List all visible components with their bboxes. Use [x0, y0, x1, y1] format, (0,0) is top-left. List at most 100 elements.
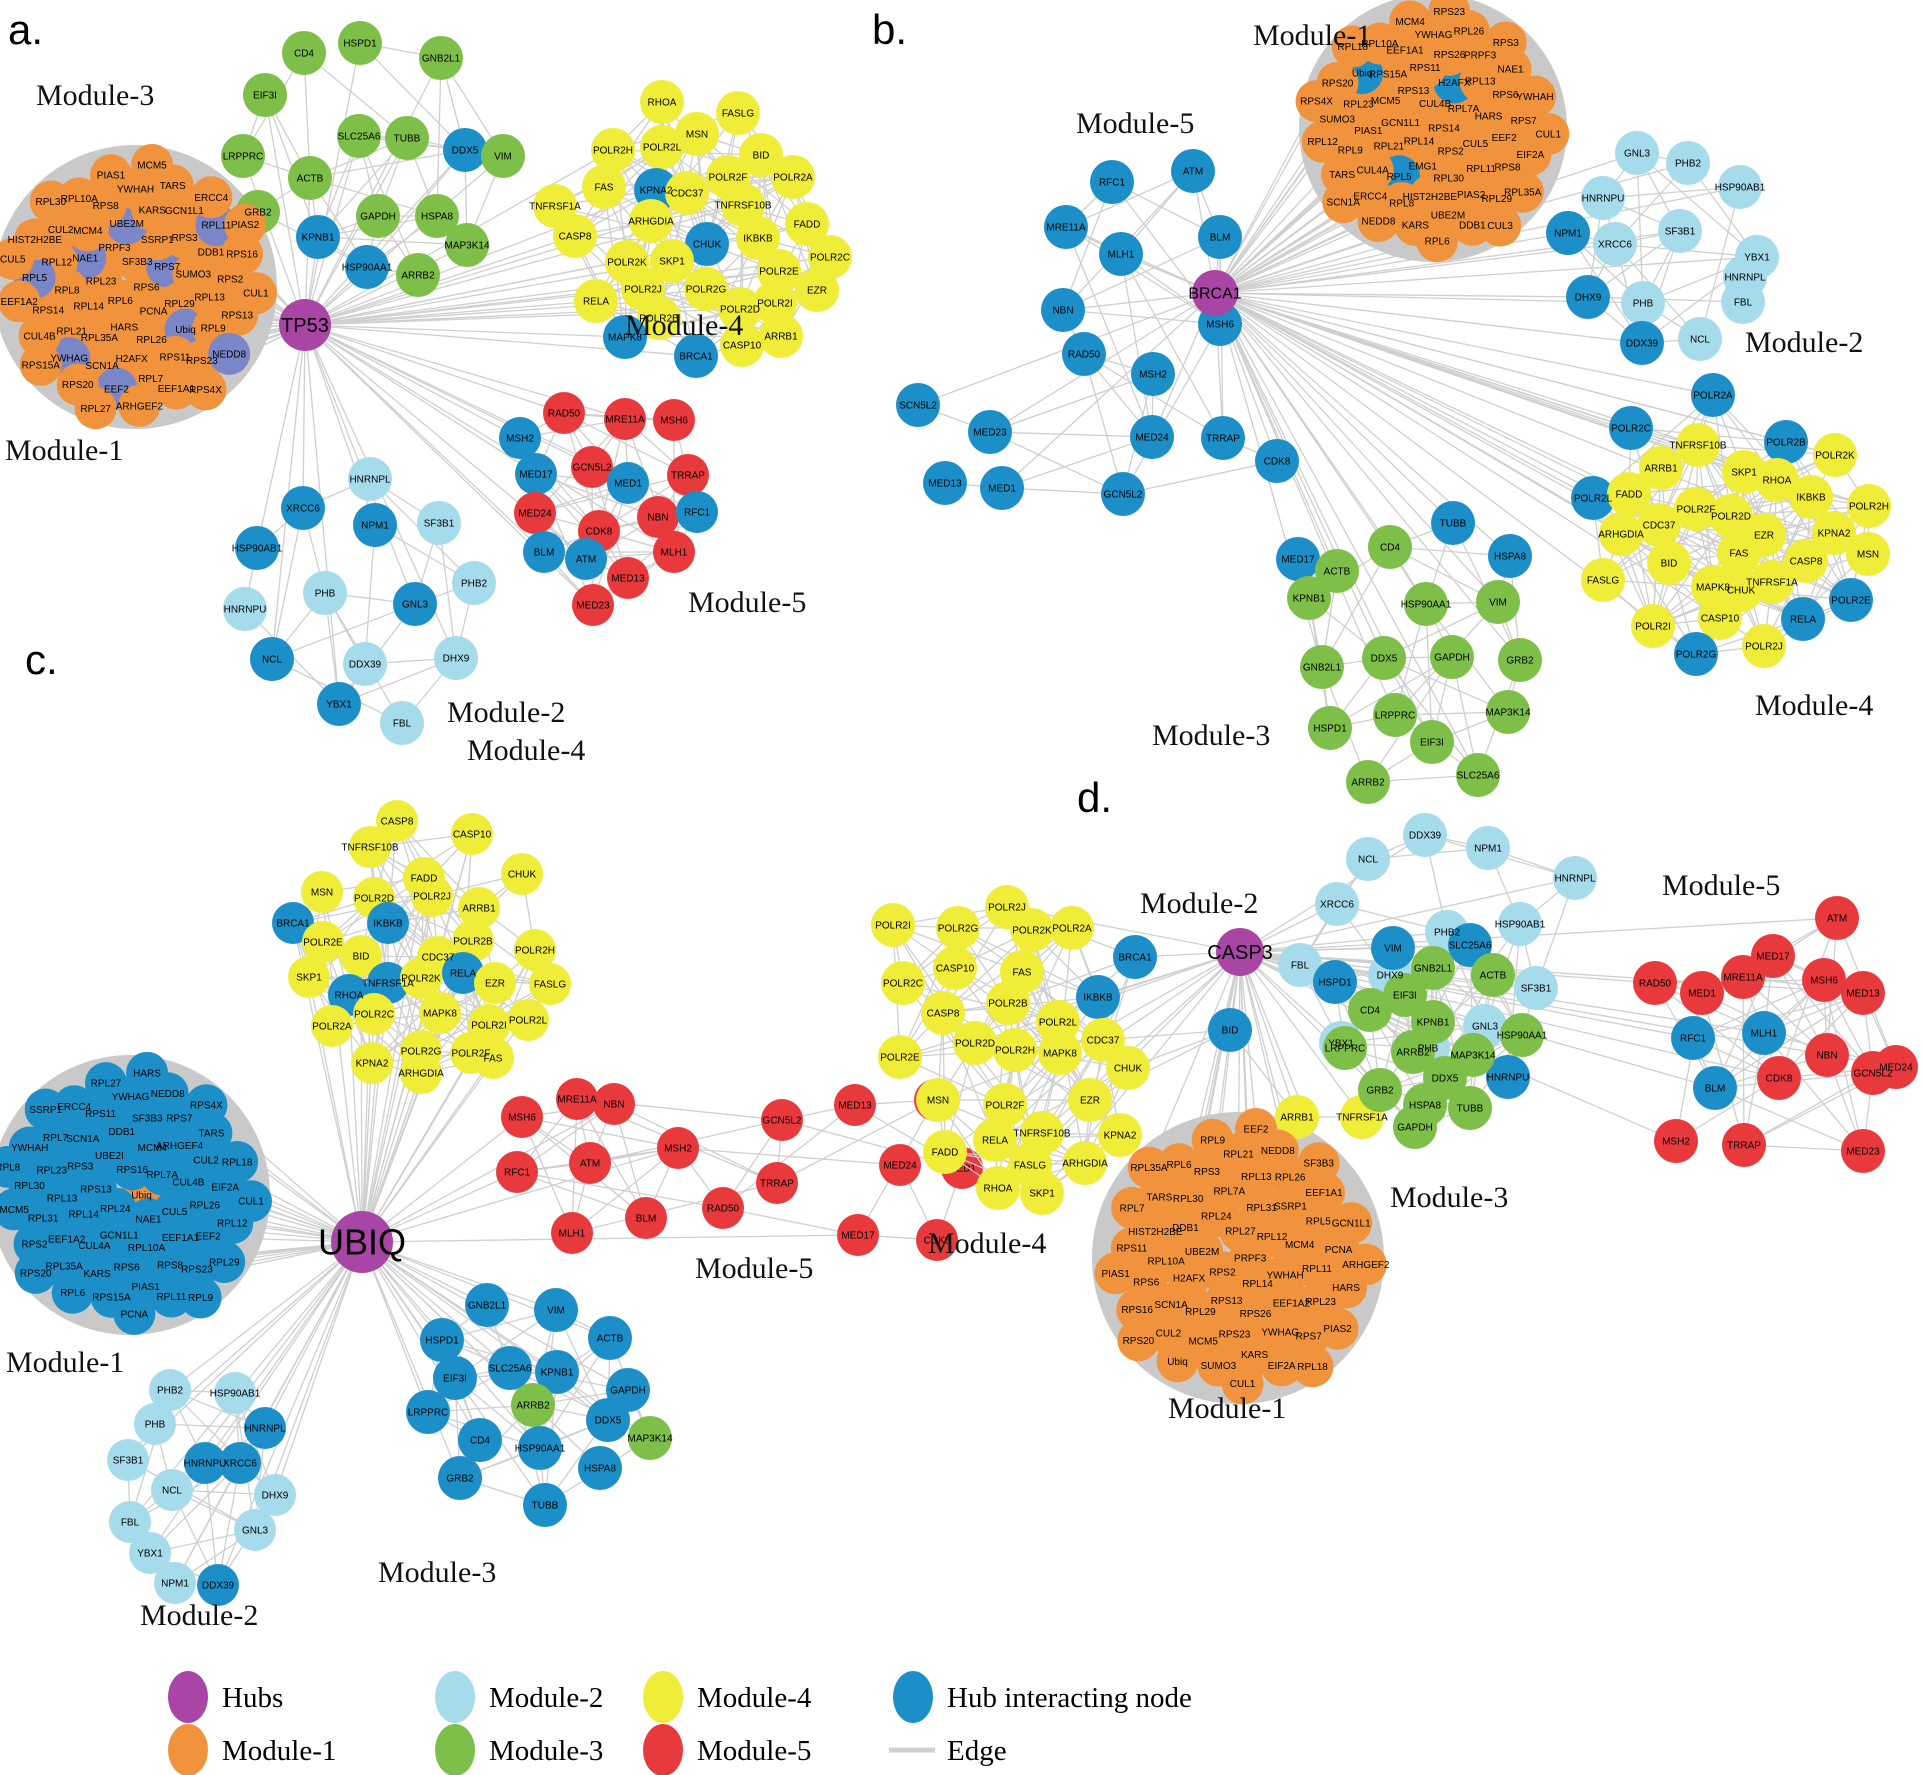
gene-node-label: GCN1L1 [1381, 118, 1420, 129]
gene-node [1111, 1186, 1154, 1229]
gene-node-label: RPS16 [116, 1165, 148, 1176]
gene-node-label: EEF1A1 [1305, 1188, 1343, 1199]
gene-node [1098, 1113, 1142, 1157]
gene-node-label: MAP3K14 [444, 241, 489, 252]
gene-node-label: RPS20 [62, 380, 94, 391]
gene-node-label: VIM [1489, 598, 1507, 609]
module-label: Module-4 [625, 309, 743, 342]
edge [521, 1116, 679, 1149]
gene-node [759, 314, 803, 358]
gene-node-label: MCM5 [1188, 1337, 1218, 1348]
gene-node-label: HSPA8 [421, 212, 453, 223]
gene-node [702, 1187, 744, 1229]
gene-node [1722, 1123, 1766, 1167]
module-label: Module-5 [1662, 869, 1780, 902]
gene-node [1201, 416, 1245, 460]
edge [1329, 656, 1453, 729]
gene-node-label: MED1 [1688, 989, 1716, 1000]
gene-node-label: POLR2J [413, 892, 451, 903]
gene-node [438, 1456, 482, 1500]
gene-node-label: RPL5 [1306, 1216, 1331, 1227]
gene-node [993, 1028, 1037, 1072]
hub-edge [304, 57, 442, 326]
gene-node-label: RPS7 [1296, 1331, 1323, 1342]
gene-node-label: POLR2K [607, 258, 647, 269]
gene-node-label: YWHAH [11, 1143, 48, 1154]
edge [271, 507, 304, 660]
gene-node [134, 1403, 176, 1445]
gene-node [349, 826, 391, 868]
gene-node-label: BID [753, 151, 770, 162]
gene-node-label: RPL8 [0, 1162, 21, 1173]
gene-node [433, 1356, 477, 1400]
hub-edge [1239, 951, 1363, 1118]
gene-node [353, 503, 397, 547]
hub-edge [1214, 292, 1594, 499]
gene-node-label: XRCC6 [1320, 900, 1354, 911]
gene-node-label: RPS2 [217, 275, 244, 286]
gene-node-label: PIAS1 [132, 1282, 161, 1293]
gene-node [1674, 487, 1718, 531]
hub-edge [304, 324, 565, 414]
gene-node-label: FAS [595, 183, 614, 194]
gene-node [1676, 423, 1720, 467]
gene-node [523, 531, 565, 573]
gene-node [1308, 706, 1352, 750]
gene-node-label: RPL7 [43, 1133, 68, 1144]
gene-node-label: DDX39 [202, 1581, 235, 1592]
gene-node-label: HSP90AB1 [232, 544, 283, 555]
gene-node-label: SF3B1 [1665, 227, 1696, 238]
gene-node-label: SKP1 [296, 973, 322, 984]
gene-node [1063, 1141, 1107, 1185]
edge [317, 236, 468, 246]
gene-node-label: MED17 [841, 1231, 875, 1242]
gene-node [89, 154, 132, 197]
gene-node-label: MAP3K14 [627, 1434, 672, 1445]
gene-node-label: VIM [494, 152, 512, 163]
gene-node [1260, 1344, 1303, 1387]
gene-node [1287, 576, 1331, 620]
gene-node-label: ARHGEF2 [1342, 1260, 1390, 1271]
gene-node [1721, 955, 1765, 999]
gene-node-label: HARS [110, 323, 138, 334]
gene-node [288, 956, 330, 998]
gene-node [272, 902, 314, 944]
gene-node-label: FAS [1730, 549, 1749, 560]
gene-node [296, 215, 340, 259]
gene-node [1571, 476, 1615, 520]
gene-node [380, 701, 424, 745]
gene-node [507, 999, 549, 1041]
hub-edge [304, 149, 466, 326]
gene-node [1010, 908, 1054, 952]
gene-node-label: MED1 [988, 484, 1016, 495]
edge [371, 972, 464, 1064]
gene-node [1815, 896, 1859, 940]
gene-node [1038, 1031, 1082, 1075]
gene-node-label: RAD50 [1639, 979, 1672, 990]
gene-node-label: MSH6 [660, 416, 688, 427]
gene-node [452, 561, 496, 605]
gene-node [556, 1078, 598, 1120]
nodes [896, 0, 1891, 804]
gene-node-label: DDX5 [1432, 1074, 1459, 1085]
gene-node-label: MED23 [973, 428, 1007, 439]
gene-node [1416, 220, 1459, 263]
gene-node-label: GCN5L2 [1104, 490, 1143, 501]
gene-node-label: RPL35A [81, 333, 119, 344]
module-label: Module-1 [1168, 1392, 1286, 1425]
gene-node-label: MCM4 [1285, 1240, 1315, 1251]
gene-node-label: CUL5 [0, 254, 26, 265]
gene-node-label: ARRB2 [1396, 1048, 1430, 1059]
gene-node-label: LRPPRC [223, 152, 264, 163]
edge [1001, 436, 1153, 489]
gene-node [1847, 484, 1891, 528]
gene-node-label: MED24 [883, 1161, 917, 1172]
gene-node-label: PHB [315, 589, 336, 600]
gene-node-label: CUL4B [1419, 99, 1452, 110]
edge [438, 522, 457, 659]
edge [1763, 1032, 1864, 1152]
gene-node [154, 1562, 196, 1604]
gene-node-label: FBL [1291, 961, 1310, 972]
gene-node [230, 1180, 273, 1223]
gene-node-label: CASP8 [927, 1009, 960, 1020]
